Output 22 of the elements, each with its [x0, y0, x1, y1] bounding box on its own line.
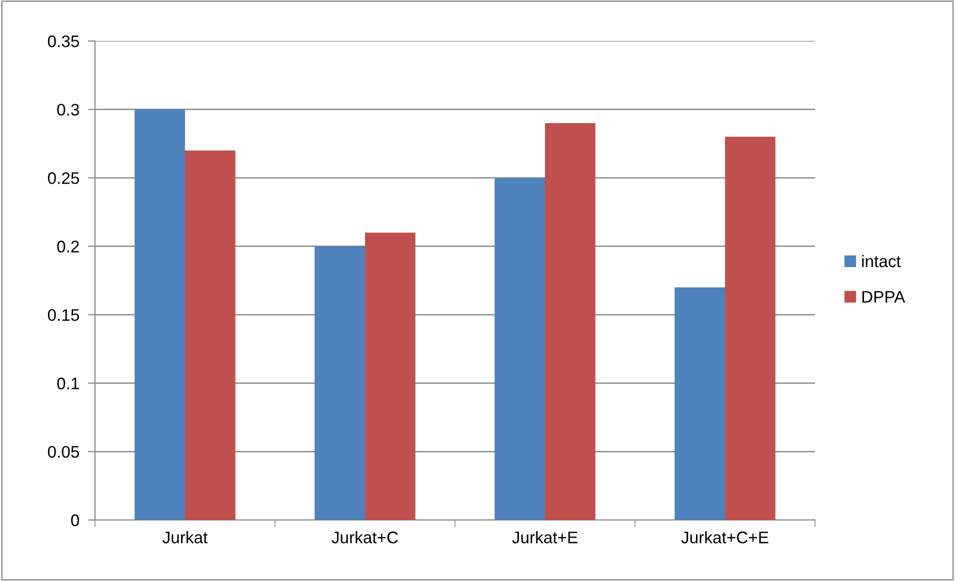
- y-tick-label: 0.15: [48, 309, 80, 321]
- y-tick-label: 0.25: [48, 172, 80, 184]
- bar: [725, 136, 776, 520]
- bar: [494, 178, 545, 520]
- y-tick-label: 0: [71, 514, 80, 526]
- x-tick-label: Jurkat+C+E: [681, 531, 768, 544]
- bar: [365, 232, 416, 520]
- bar: [674, 287, 725, 520]
- x-tick-label: Jurkat: [162, 531, 208, 544]
- y-tick-label: 0.35: [48, 35, 80, 48]
- y-tick-label: 0.2: [57, 240, 79, 252]
- bar: [185, 150, 236, 520]
- y-tick-label: 0.1: [57, 378, 79, 390]
- x-tick-label: Jurkat+C: [332, 531, 398, 544]
- y-tick-label: 0.3: [57, 104, 79, 116]
- legend-label: DPPA: [862, 291, 906, 303]
- bar: [545, 123, 596, 520]
- y-tick-label: 0.05: [48, 446, 80, 458]
- legend-label: intact: [862, 254, 901, 268]
- bar: [134, 109, 185, 520]
- x-tick-label: Jurkat+E: [512, 531, 578, 544]
- bar: [314, 246, 365, 520]
